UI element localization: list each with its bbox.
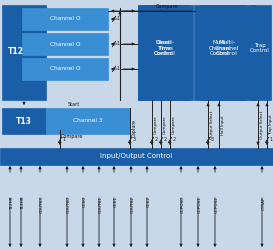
Text: Channel O: Channel O [50, 42, 80, 46]
Text: T12HR: T12HR [10, 196, 14, 209]
Text: Compare: Compare [154, 116, 158, 134]
Text: Compare: Compare [61, 134, 83, 139]
Text: CCPOS1: CCPOS1 [198, 196, 202, 212]
Text: COUT63: COUT63 [40, 196, 44, 213]
Bar [22, 58, 108, 80]
Text: COUT62: COUT62 [131, 196, 135, 213]
Text: 3: 3 [210, 137, 214, 142]
Text: Multi-
Channel
Control: Multi- Channel Control [215, 40, 239, 56]
Text: Start: Start [68, 102, 80, 106]
Text: Compare: Compare [172, 116, 176, 134]
Text: Compare: Compare [156, 4, 178, 9]
Text: Trap
Control: Trap Control [250, 42, 270, 54]
Text: 1: 1 [63, 137, 66, 142]
Text: CC60: CC60 [83, 196, 87, 207]
Text: CCPOS0: CCPOS0 [181, 196, 185, 213]
Text: Dead-
Time
Control: Dead- Time Control [154, 40, 174, 56]
Text: Output Select: Output Select [210, 111, 214, 139]
Text: Capture: Capture [132, 119, 137, 137]
Bar [22, 8, 108, 30]
Bar [46, 108, 130, 134]
Text: 2: 2 [155, 137, 158, 142]
Bar [138, 5, 193, 100]
Text: 1: 1 [117, 41, 120, 46]
Text: Trap Input: Trap Input [269, 115, 273, 135]
Text: 2: 2 [173, 137, 176, 142]
Bar [0, 148, 273, 165]
Text: Channel O: Channel O [50, 16, 80, 21]
Text: CC61: CC61 [114, 196, 118, 207]
Text: CTRAP: CTRAP [262, 196, 266, 209]
Bar [194, 5, 246, 100]
Text: 3: 3 [132, 137, 136, 142]
Text: Input/Output Control: Input/Output Control [100, 153, 172, 159]
Text: 1: 1 [117, 16, 120, 21]
Text: 2: 2 [164, 137, 167, 142]
Bar [22, 33, 108, 55]
Text: Output Select: Output Select [260, 111, 264, 139]
Text: Dead-
Time
Control: Dead- Time Control [154, 40, 176, 56]
Text: Channel 3: Channel 3 [73, 118, 103, 124]
Text: 1: 1 [269, 137, 273, 142]
Text: CCPOS2: CCPOS2 [215, 196, 219, 213]
Bar [138, 5, 190, 100]
Text: 1: 1 [117, 66, 120, 71]
Text: Channel O: Channel O [50, 66, 80, 71]
Text: Hall Input: Hall Input [221, 115, 225, 135]
Text: T13: T13 [16, 116, 32, 126]
Bar [250, 5, 271, 100]
Bar [2, 108, 46, 134]
Text: Multi-
Channel
Control: Multi- Channel Control [209, 40, 231, 56]
Text: Compare: Compare [163, 116, 167, 134]
Text: CC62: CC62 [147, 196, 151, 207]
Text: COUT61: COUT61 [99, 196, 103, 213]
Bar [2, 5, 46, 100]
Bar [200, 5, 255, 100]
Text: T13HR: T13HR [21, 196, 25, 209]
Text: T12: T12 [8, 48, 24, 56]
Text: COUT60: COUT60 [67, 196, 71, 213]
